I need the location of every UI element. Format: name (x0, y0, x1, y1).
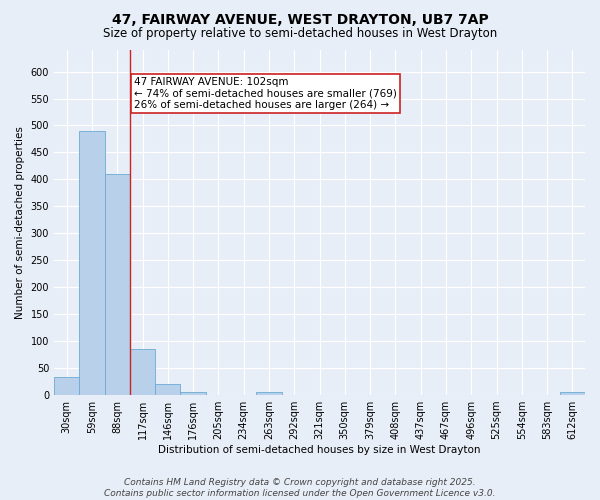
Text: Size of property relative to semi-detached houses in West Drayton: Size of property relative to semi-detach… (103, 28, 497, 40)
Bar (104, 174, 130, 395)
Bar (383, 394, 408, 395)
Bar (181, 392, 206, 395)
Text: 47, FAIRWAY AVENUE, WEST DRAYTON, UB7 7AP: 47, FAIRWAY AVENUE, WEST DRAYTON, UB7 7A… (112, 12, 488, 26)
Bar (560, 392, 585, 395)
Bar (155, 384, 181, 395)
Bar (79, 131, 104, 395)
Text: Contains HM Land Registry data © Crown copyright and database right 2025.
Contai: Contains HM Land Registry data © Crown c… (104, 478, 496, 498)
Bar (256, 392, 281, 395)
Bar (54, 378, 79, 395)
Text: 47 FAIRWAY AVENUE: 102sqm
← 74% of semi-detached houses are smaller (769)
26% of: 47 FAIRWAY AVENUE: 102sqm ← 74% of semi-… (134, 77, 397, 110)
Y-axis label: Number of semi-detached properties: Number of semi-detached properties (15, 126, 25, 319)
Bar (130, 350, 155, 395)
X-axis label: Distribution of semi-detached houses by size in West Drayton: Distribution of semi-detached houses by … (158, 445, 481, 455)
Bar (206, 394, 231, 395)
